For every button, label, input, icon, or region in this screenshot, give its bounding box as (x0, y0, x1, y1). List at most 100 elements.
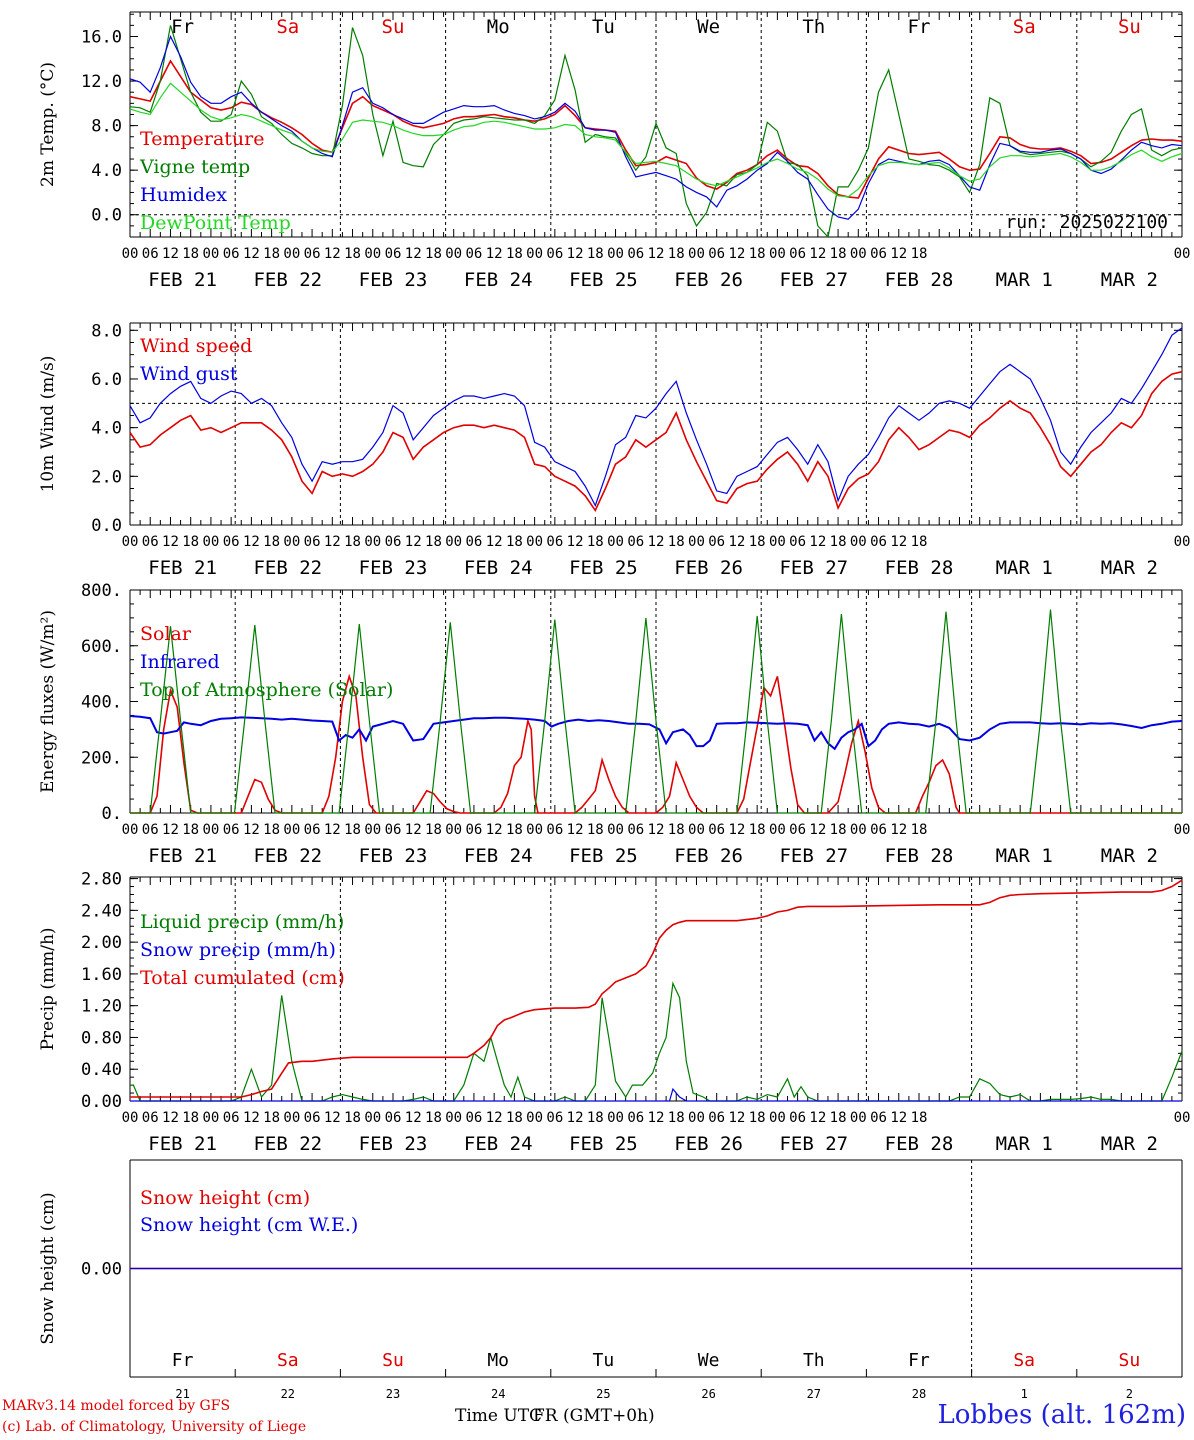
series-line-wind-gust (129, 327, 1183, 508)
series-line-snow-precip-mm-h (130, 1087, 1182, 1102)
y-tick-label: 600. (81, 637, 122, 657)
hour-tick-label: 18 (425, 246, 442, 262)
series-line-liquid-precip-mm-h (130, 981, 1183, 1102)
y-axis-label: Precip (mm/h) (38, 927, 58, 1050)
hour-tick-label: 00 (202, 1110, 219, 1126)
date-label: FEB 27 (779, 269, 848, 291)
energy-panel: 800. 600. 400. 200. 0. Energy fluxes (W/m²) So… (38, 581, 1190, 867)
hour-tick-label: 06 (708, 1110, 725, 1126)
hour-tick-label: 06 (627, 246, 644, 262)
hour-tick-label: 06 (870, 534, 887, 550)
date-label: MAR 1 (996, 269, 1053, 291)
hour-tick-label: 00 (688, 1110, 705, 1126)
hour-tick-label: 18 (911, 1110, 928, 1126)
series-line-temperature (129, 59, 1183, 199)
date-label: FEB 28 (885, 557, 954, 579)
date-label: FEB 22 (253, 269, 322, 291)
hour-tick-label: 00 (526, 246, 543, 262)
y-tick-label: 2.00 (81, 933, 122, 953)
hour-tick-label: 18 (344, 1110, 361, 1126)
hour-tick-label: 00 (364, 534, 381, 550)
date-label: FEB 25 (569, 845, 638, 867)
date-label: FEB 26 (674, 845, 743, 867)
hour-tick-label: 18 (182, 1110, 199, 1126)
hour-tick-label: 00 (1174, 1110, 1191, 1126)
y-tick-label: 2.40 (81, 901, 122, 921)
y-tick-label: 0.0 (91, 516, 122, 536)
hour-tick-label: 12 (728, 1110, 745, 1126)
hour-tick-label: 12 (486, 1110, 503, 1126)
hour-tick-label: 12 (486, 534, 503, 550)
hour-tick-label: 00 (607, 534, 624, 550)
hour-tick-label: 18 (425, 534, 442, 550)
date-label: FEB 23 (359, 269, 428, 291)
hour-tick-label: 18 (506, 534, 523, 550)
date-label: MAR 2 (1101, 1133, 1158, 1155)
hour-tick-label: 00 (607, 822, 624, 838)
hour-tick-label: 18 (425, 822, 442, 838)
y-tick-label: 1.60 (81, 965, 122, 985)
y-tick-label: 2.0 (91, 467, 122, 487)
lab-credit: (c) Lab. of Climatology, University of L… (2, 1419, 307, 1435)
date-label: MAR 1 (996, 557, 1053, 579)
hour-tick-label: 12 (648, 246, 665, 262)
hour-tick-label: 18 (668, 1110, 685, 1126)
day-name-label: Su (1118, 16, 1141, 38)
x-axis-title: Time UTC (455, 1406, 543, 1426)
hour-tick-label: 12 (243, 822, 260, 838)
y-axis-label: Snow height (cm) (38, 1192, 58, 1344)
hour-tick-label: 00 (1174, 822, 1191, 838)
hour-tick-label: 12 (324, 246, 341, 262)
day-name-label: Tu (592, 16, 615, 38)
hour-tick-label: 18 (182, 534, 199, 550)
hour-tick-label: 12 (162, 246, 179, 262)
hour-tick-label: 06 (465, 1110, 482, 1126)
hour-tick-label: 06 (385, 1110, 402, 1126)
hour-tick-label: 06 (627, 822, 644, 838)
hour-tick-label: 18 (911, 822, 928, 838)
hour-tick-label: 12 (405, 822, 422, 838)
hour-tick-label: 00 (283, 534, 300, 550)
hour-tick-label: 00 (122, 822, 139, 838)
day-name-label: We (697, 16, 720, 38)
hour-tick-label: 06 (223, 246, 240, 262)
hour-tick-label: 12 (809, 1110, 826, 1126)
hour-tick-label: 18 (506, 822, 523, 838)
hour-tick-label: 18 (668, 534, 685, 550)
hour-tick-label: 12 (890, 1110, 907, 1126)
hour-tick-label: 18 (749, 1110, 766, 1126)
hour-tick-label: 06 (789, 246, 806, 262)
hour-tick-label: 00 (607, 1110, 624, 1126)
date-label: FEB 25 (569, 557, 638, 579)
date-label: FEB 28 (885, 845, 954, 867)
hour-tick-label: 00 (607, 246, 624, 262)
hour-tick-label: 12 (728, 534, 745, 550)
precip-panel: 2.80 2.40 2.00 1.60 1.20 0.80 0.40 0.00 Precip (… (38, 870, 1190, 1155)
legend-entry: Snow height (cm) (140, 1187, 310, 1209)
day-number-label: 25 (596, 1387, 610, 1401)
hour-tick-label: 06 (142, 246, 159, 262)
date-label: MAR 2 (1101, 557, 1158, 579)
hour-tick-label: 06 (223, 1110, 240, 1126)
hour-tick-label: 12 (809, 246, 826, 262)
hour-tick-label: 18 (182, 822, 199, 838)
day-name-label: Th (803, 1350, 825, 1371)
hour-tick-label: 12 (405, 246, 422, 262)
date-label: FEB 21 (148, 1133, 217, 1155)
hour-tick-label: 12 (405, 1110, 422, 1126)
hour-tick-label: 18 (587, 822, 604, 838)
x-axis-title-overlap: FR (GMT+0h) (533, 1406, 655, 1426)
day-name-label: Fr (171, 16, 194, 38)
hour-tick-label: 12 (162, 822, 179, 838)
legend-entry: Liquid precip (mm/h) (140, 911, 344, 933)
hour-tick-label: 12 (486, 246, 503, 262)
legend-entry: Wind gust (140, 363, 238, 385)
date-label: FEB 24 (464, 269, 533, 291)
hour-tick-label: 06 (789, 534, 806, 550)
hour-tick-label: 00 (122, 246, 139, 262)
date-label: FEB 24 (464, 1133, 533, 1155)
legend-entry: Infrared (140, 651, 220, 673)
legend-entry: Temperature (140, 128, 264, 150)
hour-tick-label: 06 (708, 822, 725, 838)
